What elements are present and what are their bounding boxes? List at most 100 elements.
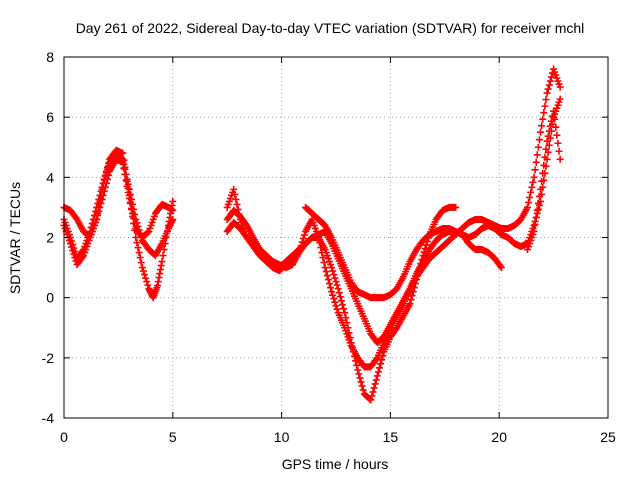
y-tick-label: 2 [46,230,54,246]
data-point [556,95,564,103]
data-point [332,278,340,286]
data-point [532,213,540,221]
data-point [105,171,113,179]
data-point [552,123,560,131]
data-point [69,247,77,255]
data-point [162,234,170,241]
data-point [161,240,169,248]
data-point [233,200,241,208]
data-point [340,305,348,313]
data-point [533,151,541,159]
data-point [537,128,545,136]
data-point [554,139,562,147]
data-point [335,289,343,297]
data-point [159,252,167,260]
data-point [339,301,347,309]
data-point [135,249,143,257]
data-point [329,267,337,275]
data-point [96,203,104,211]
data-point [97,199,105,207]
data-point [71,254,79,262]
x-axis-label: GPS time / hours [282,456,389,472]
data-point [95,207,103,215]
data-point [143,278,151,286]
data-point [372,355,380,363]
data-point [328,288,336,296]
data-point [526,193,534,201]
data-point [101,183,109,191]
data-point [242,220,250,228]
data-point [316,239,324,247]
series-track-h [523,107,564,254]
data-point [144,228,152,236]
data-point [330,271,338,279]
data-point [297,242,305,250]
data-point [134,244,142,252]
data-point [126,199,134,207]
data-point [374,368,382,376]
y-tick-label: -2 [42,350,55,366]
data-point [70,250,78,258]
data-point [377,360,385,368]
data-point [321,264,329,272]
data-point [102,179,110,187]
data-point [231,190,239,198]
data-point [336,293,344,301]
data-point [158,258,166,266]
data-point [538,122,546,130]
data-point [333,305,341,313]
data-point [528,183,536,191]
data-point [329,291,337,299]
data-point [392,325,400,333]
data-point [358,382,366,390]
data-point [332,302,340,310]
data-point [367,396,375,404]
chart-title: Day 261 of 2022, Sidereal Day-to-day VTE… [76,20,585,36]
data-point [325,280,333,288]
data-point [355,370,363,378]
data-point [327,284,335,292]
data-point [127,204,135,212]
series-track-b [60,146,177,302]
data-point [317,244,325,252]
data-point [542,145,550,153]
x-axis-ticks: 0 5 10 15 20 25 [60,57,616,445]
data-point [357,378,365,386]
data-point [131,219,139,227]
data-point [542,96,550,104]
data-point [137,259,145,267]
data-point [533,206,541,214]
data-point [298,238,306,246]
data-point [370,384,378,392]
data-point [334,285,342,293]
data-point [72,214,80,222]
data-point [121,163,129,171]
data-point [534,143,542,151]
data-point [356,374,364,382]
data-point [539,115,547,123]
x-tick-label: 15 [383,429,399,445]
data-point [300,231,308,239]
data-point [324,276,332,284]
data-point [144,281,152,289]
data-point [160,246,168,254]
data-point [541,102,549,110]
series-track-g [302,95,564,302]
data-points [60,65,564,404]
data-point [323,272,331,280]
data-point [141,271,149,279]
data-point [544,132,552,140]
data-point [550,107,558,115]
data-point [354,366,362,374]
data-point [341,309,349,317]
data-point [546,77,554,85]
y-tick-label: 4 [46,169,54,185]
data-point [531,166,539,174]
data-point [539,169,547,177]
data-point [368,392,376,400]
data-point [541,153,549,161]
data-point [543,89,551,97]
data-point [169,206,177,214]
data-point [121,170,129,178]
